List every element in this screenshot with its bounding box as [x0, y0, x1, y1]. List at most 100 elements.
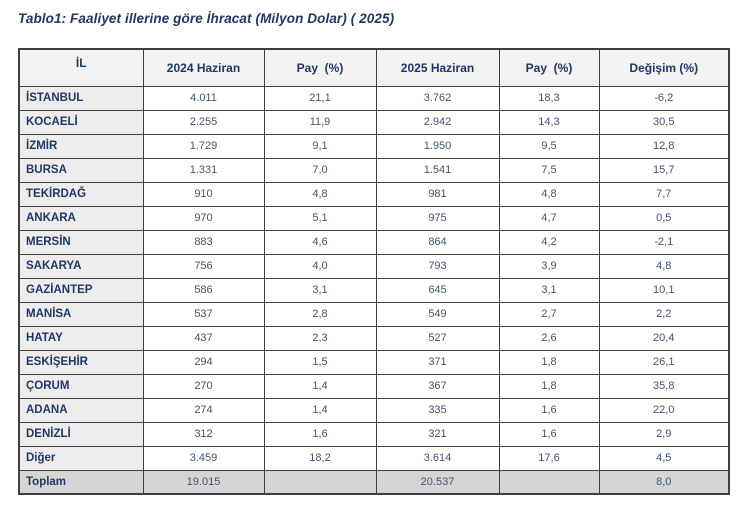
value-cell: 1.729: [142, 133, 265, 159]
row-label-cell: TEKİRDAĞ: [18, 181, 144, 207]
value-cell: 0,5: [598, 205, 730, 231]
value-cell: 321: [375, 421, 500, 447]
row-label-cell: SAKARYA: [18, 253, 144, 279]
value-cell: 20.537: [375, 469, 500, 495]
value-cell: 586: [142, 277, 265, 303]
row-label-cell: ADANA: [18, 397, 144, 423]
table-row: ÇORUM 270 1,4 367 1,8 35,8: [18, 373, 730, 399]
value-cell: 4,8: [263, 181, 377, 207]
value-cell: 312: [142, 421, 265, 447]
value-cell: 3.762: [375, 85, 500, 111]
value-cell: 26,1: [598, 349, 730, 375]
value-cell: 15,7: [598, 157, 730, 183]
table-row: TEKİRDAĞ 910 4,8 981 4,8 7,7: [18, 181, 730, 207]
table-body: İSTANBUL 4.011 21,1 3.762 18,3 -6,2 KOCAELİ 2.2…: [18, 85, 730, 495]
row-label-cell: HATAY: [18, 325, 144, 351]
value-cell: 9,5: [498, 133, 600, 159]
value-cell: 864: [375, 229, 500, 255]
value-cell: 7,7: [598, 181, 730, 207]
row-label-cell: Diğer: [18, 445, 144, 471]
table-row: ESKİŞEHİR 294 1,5 371 1,8 26,1: [18, 349, 730, 375]
value-cell: 274: [142, 397, 265, 423]
value-cell: 18,3: [498, 85, 600, 111]
value-cell: 2,6: [498, 325, 600, 351]
value-cell: 5,1: [263, 205, 377, 231]
value-cell: 4,5: [598, 445, 730, 471]
value-cell: 371: [375, 349, 500, 375]
table-row: KOCAELİ 2.255 11,9 2.942 14,3 30,5: [18, 109, 730, 135]
value-cell: 335: [375, 397, 500, 423]
value-cell: 4.011: [142, 85, 265, 111]
value-cell: [498, 469, 600, 495]
value-cell: 2,9: [598, 421, 730, 447]
value-cell: 970: [142, 205, 265, 231]
value-cell: 1,6: [498, 397, 600, 423]
table-row: İZMİR 1.729 9,1 1.950 9,5 12,8: [18, 133, 730, 159]
value-cell: 294: [142, 349, 265, 375]
table-row: HATAY 437 2,3 527 2,6 20,4: [18, 325, 730, 351]
value-cell: 2,3: [263, 325, 377, 351]
row-label-cell: GAZİANTEP: [18, 277, 144, 303]
table-row: İSTANBUL 4.011 21,1 3.762 18,3 -6,2: [18, 85, 730, 111]
value-cell: 793: [375, 253, 500, 279]
value-cell: 4,8: [498, 181, 600, 207]
value-cell: 270: [142, 373, 265, 399]
value-cell: 3,9: [498, 253, 600, 279]
row-label-cell: ANKARA: [18, 205, 144, 231]
value-cell: 549: [375, 301, 500, 327]
value-cell: 1.950: [375, 133, 500, 159]
value-cell: 1,8: [498, 349, 600, 375]
table-title: Tablo1: Faaliyet illerine göre İhracat (…: [18, 11, 395, 26]
table-row: BURSA 1.331 7,0 1.541 7,5 15,7: [18, 157, 730, 183]
value-cell: 4,0: [263, 253, 377, 279]
table-row: ADANA 274 1,4 335 1,6 22,0: [18, 397, 730, 423]
value-cell: 1.331: [142, 157, 265, 183]
value-cell: 10,1: [598, 277, 730, 303]
value-cell: 2,2: [598, 301, 730, 327]
value-cell: 1,6: [263, 421, 377, 447]
value-cell: 1.541: [375, 157, 500, 183]
row-label-cell: MANİSA: [18, 301, 144, 327]
value-cell: 1,8: [498, 373, 600, 399]
value-cell: 1,6: [498, 421, 600, 447]
value-cell: 910: [142, 181, 265, 207]
value-cell: 4,6: [263, 229, 377, 255]
column-header-pay-2025: Pay (%): [498, 48, 600, 87]
value-cell: 19.015: [142, 469, 265, 495]
total-row: Toplam 19.015 20.537 8,0: [18, 469, 730, 495]
value-cell: 12,8: [598, 133, 730, 159]
row-label-cell: İSTANBUL: [18, 85, 144, 111]
value-cell: 17,6: [498, 445, 600, 471]
column-header-degisim: Değişim (%): [598, 48, 730, 87]
row-label-cell: ESKİŞEHİR: [18, 349, 144, 375]
value-cell: 30,5: [598, 109, 730, 135]
value-cell: 18,2: [263, 445, 377, 471]
value-cell: 527: [375, 325, 500, 351]
value-cell: 20,4: [598, 325, 730, 351]
value-cell: 537: [142, 301, 265, 327]
value-cell: 9,1: [263, 133, 377, 159]
value-cell: 7,5: [498, 157, 600, 183]
value-cell: 2,7: [498, 301, 600, 327]
table-row: SAKARYA 756 4,0 793 3,9 4,8: [18, 253, 730, 279]
row-label-cell: ÇORUM: [18, 373, 144, 399]
row-label-cell: Toplam: [18, 469, 144, 495]
table-row: DENİZLİ 312 1,6 321 1,6 2,9: [18, 421, 730, 447]
table-row: ANKARA 970 5,1 975 4,7 0,5: [18, 205, 730, 231]
row-label-cell: DENİZLİ: [18, 421, 144, 447]
value-cell: 22,0: [598, 397, 730, 423]
row-label-cell: KOCAELİ: [18, 109, 144, 135]
value-cell: 3,1: [263, 277, 377, 303]
value-cell: 756: [142, 253, 265, 279]
value-cell: 3.614: [375, 445, 500, 471]
value-cell: 2.942: [375, 109, 500, 135]
column-header-pay-2024: Pay (%): [263, 48, 377, 87]
export-by-city-table: İL 2024 Haziran Pay (%) 2025 Haziran Pay…: [18, 48, 730, 495]
value-cell: 14,3: [498, 109, 600, 135]
value-cell: 2.255: [142, 109, 265, 135]
table-row: Diğer 3.459 18,2 3.614 17,6 4,5: [18, 445, 730, 471]
row-label-cell: İZMİR: [18, 133, 144, 159]
value-cell: 7,0: [263, 157, 377, 183]
value-cell: 35,8: [598, 373, 730, 399]
